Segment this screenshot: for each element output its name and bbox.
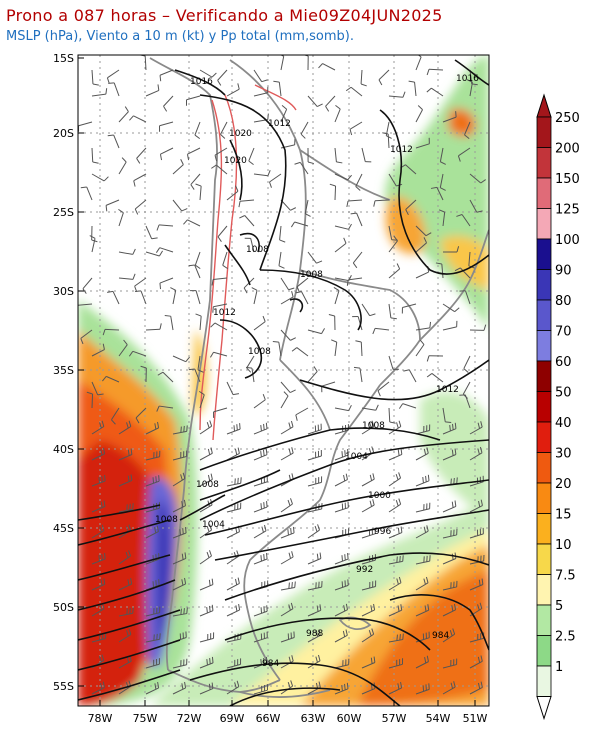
- isobar-label: 1012: [268, 119, 291, 129]
- colorbar-label: 150: [555, 172, 580, 187]
- lon-label: 78W: [88, 712, 113, 725]
- colorbar-swatch: [536, 147, 552, 179]
- colorbar-swatch: [536, 391, 552, 423]
- colorbar-label: 7.5: [555, 569, 576, 584]
- colorbar-label: 30: [555, 447, 572, 462]
- colorbar-label: 250: [555, 111, 580, 126]
- axis-ticks: [78, 57, 476, 706]
- colorbar-label: 5: [555, 599, 563, 614]
- wind-barbs: [78, 55, 487, 695]
- isobar-label: 1004: [202, 520, 225, 530]
- colorbar-swatch: [536, 513, 552, 545]
- colorbar-swatch: [536, 482, 552, 514]
- lon-label: 69W: [220, 712, 245, 725]
- lat-label: 45S: [53, 522, 74, 535]
- lon-label: 75W: [133, 712, 158, 725]
- colorbar-swatch: [536, 635, 552, 667]
- lon-label: 54W: [426, 712, 451, 725]
- coastlines-borders: [149, 57, 489, 698]
- colorbar-label: 60: [555, 355, 572, 370]
- lon-label: 51W: [463, 712, 488, 725]
- colorbar-label: 125: [555, 203, 580, 218]
- isobar-label: 1008: [362, 421, 385, 431]
- isobar-label: 1008: [196, 480, 219, 490]
- orography-contour: [199, 84, 297, 441]
- isobar-label: 992: [356, 565, 373, 575]
- isobar-label: 996: [374, 527, 391, 537]
- precipitation-shading: [78, 55, 489, 706]
- colorbar-label: 2.5: [555, 630, 576, 645]
- colorbar-label: 20: [555, 477, 572, 492]
- lon-label: 57W: [382, 712, 407, 725]
- map-subtitle: MSLP (hPa), Viento a 10 m (kt) y Pp tota…: [6, 29, 354, 44]
- colorbar-swatch: [536, 269, 552, 301]
- lat-label: 30S: [53, 285, 74, 298]
- colorbar-label: 10: [555, 538, 572, 553]
- isobar-label: 1016: [190, 77, 213, 87]
- lat-label: 15S: [53, 52, 74, 65]
- isobar-label: 1016: [456, 74, 479, 84]
- map-frame: [77, 54, 490, 707]
- map-title: Prono a 087 horas – Verificando a Mie09Z…: [6, 6, 443, 25]
- colorbar-swatch: [536, 360, 552, 392]
- lon-label: 63W: [301, 712, 326, 725]
- isobar-label: 1020: [224, 156, 247, 166]
- colorbar-swatch: [536, 238, 552, 270]
- isobar-label: 1012: [436, 385, 459, 395]
- isobar-label: 1000: [368, 491, 391, 501]
- colorbar-swatch: [536, 299, 552, 331]
- colorbar-label: 200: [555, 142, 580, 157]
- isobar-label: 1020: [229, 129, 252, 139]
- lat-label: 20S: [53, 127, 74, 140]
- precipitation-colorbar: 250 200 150 125 100 90 80 70 60 50 40 30 20 15 10 7.5 5 2…: [536, 93, 580, 721]
- colorbar-label: 100: [555, 233, 580, 248]
- colorbar-label: 50: [555, 386, 572, 401]
- colorbar-swatch: [536, 421, 552, 453]
- lat-label: 25S: [53, 206, 74, 219]
- colorbar-label: 15: [555, 508, 572, 523]
- colorbar-swatch: [536, 604, 552, 636]
- colorbar-label: 40: [555, 416, 572, 431]
- lat-label: 40S: [53, 443, 74, 456]
- colorbar-swatch: [536, 116, 552, 148]
- longitude-labels: 78W 75W 72W 69W 66W 63W 60W 57W 54W 51W: [88, 712, 488, 725]
- colorbar-swatch: [536, 543, 552, 575]
- colorbar-swatch: [536, 574, 552, 606]
- isobar-label: 984: [262, 659, 279, 669]
- isobars: [78, 59, 489, 706]
- lon-label: 60W: [337, 712, 362, 725]
- latitude-labels: 15S 20S 25S 30S 35S 40S 45S 50S 55S: [53, 52, 74, 693]
- isobar-label: 984: [432, 631, 449, 641]
- isobar-label: 1008: [248, 347, 271, 357]
- isobar-label: 1008: [155, 515, 178, 525]
- colorbar-swatch: [536, 665, 552, 697]
- isobar-label: 1012: [213, 308, 236, 318]
- colorbar-top-arrow: [536, 93, 552, 118]
- colorbar-swatch: [536, 330, 552, 362]
- colorbar-swatch: [536, 452, 552, 484]
- colorbar-label: 90: [555, 264, 572, 279]
- colorbar-label: 70: [555, 325, 572, 340]
- lat-label: 35S: [53, 364, 74, 377]
- colorbar-label: 1: [555, 660, 563, 675]
- colorbar-bottom-arrow: [536, 696, 552, 721]
- lon-label: 72W: [177, 712, 202, 725]
- colorbar-label: 80: [555, 294, 572, 309]
- colorbar-swatch: [536, 208, 552, 240]
- lat-lon-grid: [78, 55, 489, 706]
- isobar-label: 1008: [300, 270, 323, 280]
- isobar-label: 988: [306, 629, 323, 639]
- lon-label: 66W: [256, 712, 281, 725]
- lat-label: 50S: [53, 601, 74, 614]
- lat-label: 55S: [53, 680, 74, 693]
- isobar-label: 1004: [345, 452, 368, 462]
- isobar-label: 1012: [390, 145, 413, 155]
- isobar-label: 1008: [246, 245, 269, 255]
- isobar-labels: 1016 1016 1012 1012 1020 1020 1008 1008 …: [155, 74, 479, 669]
- colorbar-swatch: [536, 177, 552, 209]
